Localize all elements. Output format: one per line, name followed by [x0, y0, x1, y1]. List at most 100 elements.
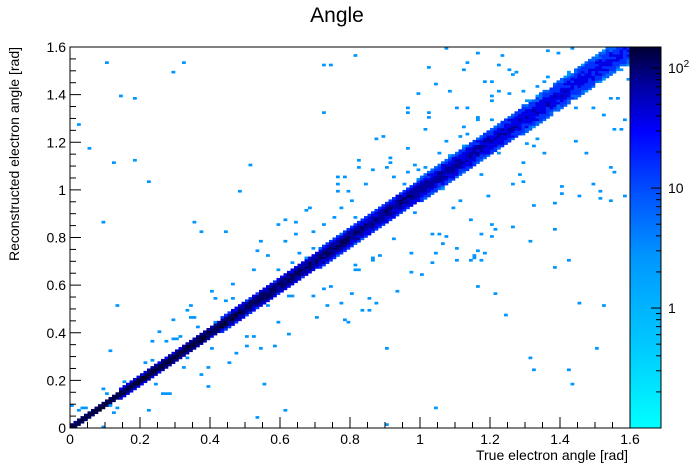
heatmap-cell	[479, 149, 484, 153]
heatmap-cell	[542, 108, 547, 112]
heatmap-cell	[486, 137, 491, 141]
heatmap-cell	[469, 142, 473, 145]
heatmap-cell	[252, 335, 256, 338]
heatmap-cell	[462, 158, 466, 162]
heatmap-cell	[297, 266, 302, 269]
heatmap-cell	[189, 316, 193, 319]
heatmap-cell	[549, 104, 554, 107]
heatmap-cell	[126, 382, 130, 386]
heatmap-cell	[539, 111, 543, 114]
heatmap-cell	[231, 320, 235, 324]
heatmap-cell	[73, 420, 78, 424]
heatmap-cell	[336, 244, 340, 248]
heatmap-cell	[392, 197, 396, 200]
heatmap-cell	[231, 318, 235, 322]
heatmap-cell	[406, 111, 410, 114]
heatmap-cell	[84, 406, 88, 410]
heatmap-cell	[469, 156, 473, 160]
heatmap-cell	[612, 68, 617, 72]
heatmap-cell	[462, 149, 466, 153]
heatmap-cell	[304, 273, 309, 276]
heatmap-cell	[213, 320, 218, 324]
heatmap-cell	[616, 68, 620, 72]
heatmap-cell	[528, 116, 533, 119]
heatmap-cell	[392, 211, 396, 214]
heatmap-cell	[381, 213, 386, 217]
heatmap-cell	[553, 94, 557, 98]
heatmap-cell	[483, 142, 487, 145]
heatmap-cell	[360, 308, 365, 312]
heatmap-cell	[129, 387, 134, 391]
heatmap-cell	[346, 239, 351, 243]
heatmap-cell	[483, 251, 487, 255]
heatmap-cell	[178, 347, 183, 350]
heatmap-cell	[87, 413, 92, 417]
heatmap-cell	[210, 289, 214, 293]
heatmap-cell	[616, 51, 620, 55]
heatmap-cell	[577, 94, 582, 98]
heatmap-cell	[472, 144, 477, 148]
heatmap-cell	[175, 358, 179, 362]
heatmap-cell	[455, 161, 459, 164]
heatmap-cell	[420, 175, 424, 179]
heatmap-cell	[420, 197, 424, 200]
heatmap-cell	[252, 301, 256, 305]
heatmap-cell	[434, 187, 438, 191]
heatmap-cell	[581, 77, 585, 81]
heatmap-cell	[490, 223, 494, 226]
heatmap-cell	[203, 330, 207, 334]
heatmap-cell	[465, 163, 470, 167]
heatmap-cell	[612, 51, 617, 55]
heatmap-cell	[556, 99, 561, 103]
heatmap-cell	[378, 216, 382, 219]
heatmap-cell	[595, 70, 599, 74]
heatmap-cell	[259, 299, 263, 303]
heatmap-cell	[402, 206, 407, 210]
heatmap-cell	[469, 161, 473, 164]
y-tick-label: 1.6	[47, 39, 67, 55]
heatmap-cell	[504, 135, 508, 138]
heatmap-cell	[493, 227, 498, 231]
heatmap-cell	[626, 54, 630, 57]
heatmap-cell	[626, 51, 630, 55]
heatmap-cell	[525, 108, 529, 112]
heatmap-cell	[574, 68, 578, 72]
heatmap-cell	[479, 142, 484, 145]
y-tick-label: 0.6	[47, 277, 67, 293]
heatmap-cell	[182, 366, 186, 369]
heatmap-cell	[283, 287, 288, 291]
heatmap-cell	[448, 166, 452, 169]
heatmap-cell	[451, 154, 456, 157]
heatmap-cell	[171, 358, 176, 362]
heatmap-cell	[472, 139, 477, 143]
heatmap-cell	[409, 189, 414, 193]
heatmap-cell	[73, 425, 78, 428]
heatmap-cell	[381, 204, 386, 207]
heatmap-cell	[553, 92, 557, 95]
heatmap-cell	[322, 254, 326, 257]
heatmap-cell	[493, 135, 498, 138]
heatmap-cell	[420, 194, 424, 198]
heatmap-cell	[420, 177, 424, 181]
heatmap-cell	[434, 173, 438, 176]
heatmap-cell	[119, 387, 123, 391]
heatmap-cell	[367, 225, 372, 229]
heatmap-cell	[553, 201, 557, 205]
heatmap-cell	[490, 99, 494, 103]
heatmap-cell	[140, 373, 144, 376]
heatmap-cell	[595, 61, 599, 64]
heatmap-cell	[556, 80, 561, 84]
heatmap-cell	[427, 170, 431, 174]
heatmap-cell	[409, 201, 414, 205]
heatmap-cell	[416, 92, 421, 95]
heatmap-cell	[416, 199, 421, 203]
heatmap-cell	[448, 173, 452, 176]
heatmap-cell	[213, 323, 218, 326]
heatmap-cell	[472, 147, 477, 150]
heatmap-cell	[108, 399, 113, 403]
heatmap-cell	[143, 375, 148, 379]
heatmap-cell	[234, 320, 239, 324]
heatmap-cell	[623, 194, 627, 198]
heatmap-cell	[374, 137, 379, 141]
heatmap-cell	[325, 261, 330, 264]
